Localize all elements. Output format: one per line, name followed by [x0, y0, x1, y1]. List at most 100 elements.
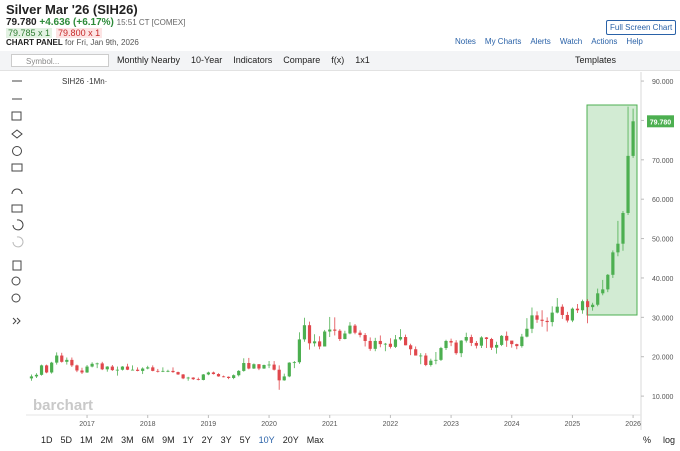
header-link[interactable]: Notes: [455, 37, 476, 46]
candle-body: [398, 337, 403, 340]
full-screen-button[interactable]: Full Screen Chart: [606, 20, 677, 35]
candle-body: [39, 365, 44, 375]
candle-body: [171, 370, 175, 373]
candle-body: [560, 306, 564, 315]
period-button[interactable]: 9M: [162, 435, 175, 445]
toolbar-button[interactable]: f(x): [331, 55, 345, 65]
candle-body: [206, 372, 210, 375]
toolbar: [0, 51, 680, 71]
candle-body: [60, 355, 64, 362]
last-price-tag: [647, 115, 674, 128]
period-button[interactable]: 2Y: [201, 435, 213, 445]
header-links: Notes My Charts Alerts Watch Actions Help: [455, 37, 643, 46]
toolbar-button[interactable]: 10-Year: [191, 55, 223, 65]
candle-body: [373, 340, 377, 349]
period-button[interactable]: 20Y: [282, 435, 299, 445]
quote-time: 15:51 CT [COMEX]: [116, 18, 186, 27]
candle-body: [252, 364, 256, 369]
candle-body: [489, 338, 494, 348]
symbol-search[interactable]: Symbol...: [11, 54, 109, 67]
candle-body: [510, 340, 514, 345]
y-tick-label: 90.000: [652, 79, 674, 86]
candle-body: [550, 312, 554, 323]
candle-body: [318, 341, 322, 347]
candle-body: [85, 366, 89, 373]
candle-body: [247, 363, 251, 369]
last-price: 79.780: [6, 17, 37, 28]
candle-body: [424, 355, 428, 365]
toolbar-button[interactable]: Compare: [283, 55, 321, 65]
candle-body: [323, 331, 327, 347]
candle-body: [515, 344, 519, 347]
x-tick-label: 2022: [383, 421, 399, 428]
templates-button[interactable]: Templates: [575, 55, 617, 65]
period-button[interactable]: 1Y: [182, 435, 194, 445]
candle-body: [186, 377, 190, 379]
candle-body: [181, 374, 185, 379]
candle-body: [596, 293, 600, 305]
candle-body: [520, 336, 524, 347]
header-link[interactable]: Watch: [559, 37, 583, 46]
period-button[interactable]: 6M: [141, 435, 155, 445]
candle-body: [166, 370, 170, 372]
period-button[interactable]: 10Y: [258, 435, 275, 445]
period-button[interactable]: 3M: [121, 435, 134, 445]
period-button[interactable]: 1D: [41, 435, 53, 445]
scale-button[interactable]: %: [643, 435, 652, 445]
candle-body: [100, 363, 104, 370]
period-button[interactable]: 3Y: [220, 435, 232, 445]
candle-body: [338, 330, 342, 339]
candle-body: [277, 369, 281, 381]
quote-line: 79.780 +4.636 (+6.17%) 15:51 CT [COMEX]: [6, 17, 185, 28]
candle-body: [50, 362, 54, 373]
y-tick-label: 60.000: [652, 197, 674, 204]
candle-body: [479, 337, 484, 346]
candle-body: [545, 320, 549, 323]
candle-body: [565, 314, 569, 321]
candle-body: [282, 376, 286, 381]
candle-body: [120, 366, 125, 370]
last-price-label: 79.780: [650, 119, 672, 126]
x-tick-label: 2019: [201, 421, 217, 428]
candle-body: [505, 335, 509, 341]
scale-button[interactable]: log: [663, 435, 676, 445]
candle-body: [393, 339, 398, 347]
instrument-title: Silver Mar '26 (SIH26): [6, 2, 138, 17]
period-button[interactable]: 1M: [80, 435, 93, 445]
toolbar-button[interactable]: Indicators: [233, 55, 273, 65]
header-link[interactable]: Alerts: [530, 37, 551, 46]
candle-body: [125, 366, 130, 370]
x-tick-label: 2026: [625, 421, 641, 428]
toolbar-button[interactable]: Monthly Nearby: [117, 55, 181, 65]
header-link[interactable]: Help: [626, 37, 643, 46]
candle-body: [530, 315, 534, 329]
header-link[interactable]: Actions: [591, 37, 618, 46]
candle-body: [262, 364, 266, 369]
period-button[interactable]: 5Y: [239, 435, 251, 445]
candle-body: [328, 329, 332, 332]
candle-body: [585, 301, 590, 308]
candle-body: [449, 340, 453, 343]
candle-body: [535, 315, 539, 320]
candle-body: [75, 365, 79, 371]
y-tick-label: 30.000: [652, 315, 674, 322]
header-link[interactable]: My Charts: [484, 37, 522, 46]
x-tick-label: 2024: [504, 421, 520, 428]
period-button[interactable]: 5D: [60, 435, 73, 445]
bid: 79.785 x 1: [6, 28, 53, 38]
candle-body: [302, 325, 307, 340]
candle-body: [555, 306, 559, 313]
candle-body: [130, 369, 135, 371]
toolbar-button[interactable]: 1x1: [355, 55, 370, 65]
candle-body: [211, 372, 216, 375]
toolbar-items: Monthly Nearby 10-Year Indicators Compare f(…: [117, 55, 370, 65]
candle-body: [267, 364, 271, 366]
candle-body: [575, 308, 580, 311]
candle-body: [70, 359, 74, 366]
candle-body: [232, 375, 236, 378]
period-button[interactable]: 2M: [100, 435, 114, 445]
period-button[interactable]: Max: [306, 435, 324, 445]
candle-body: [307, 325, 312, 344]
candle-body: [611, 252, 615, 275]
